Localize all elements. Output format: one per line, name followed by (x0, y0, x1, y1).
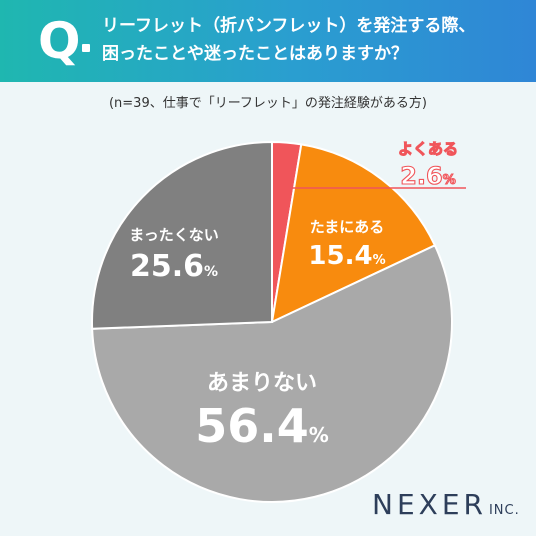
nexer-logo: NEXER INC. (372, 488, 520, 521)
pie-slice-1 (270, 143, 437, 324)
question-header: Q リーフレット（折パンフレット）を発注する際、 困ったことや迷ったことはありま… (0, 0, 536, 82)
question-line-2: 困ったことや迷ったことはありますか？ (102, 44, 408, 64)
slice-value-3: 25.6% (130, 249, 218, 284)
slice-label-3: まったくない (129, 226, 218, 244)
question-text: リーフレット（折パンフレット）を発注する際、 困ったことや迷ったことはありますか… (102, 12, 522, 68)
question-line-1: リーフレット（折パンフレット）を発注する際、 (102, 16, 476, 36)
pie-slice-2 (91, 244, 453, 503)
question-mark: Q (38, 12, 81, 70)
slice-value-1: 15.4% (308, 241, 385, 271)
pie-slice-3 (91, 140, 273, 330)
slice-label-0: よくある (398, 140, 458, 158)
slice-label-2: あまりない (207, 371, 317, 396)
slice-value-2: 56.4% (195, 399, 329, 453)
question-mark-dot (82, 44, 90, 52)
logo-suffix: INC. (488, 503, 520, 518)
logo-main: NEXER (372, 488, 487, 521)
sample-note: (n=39、仕事で「リーフレット」の発注経験がある方) (108, 96, 428, 111)
slice-label-1: たまにある (310, 218, 385, 236)
slice-value-0: 2.6% (400, 162, 456, 190)
